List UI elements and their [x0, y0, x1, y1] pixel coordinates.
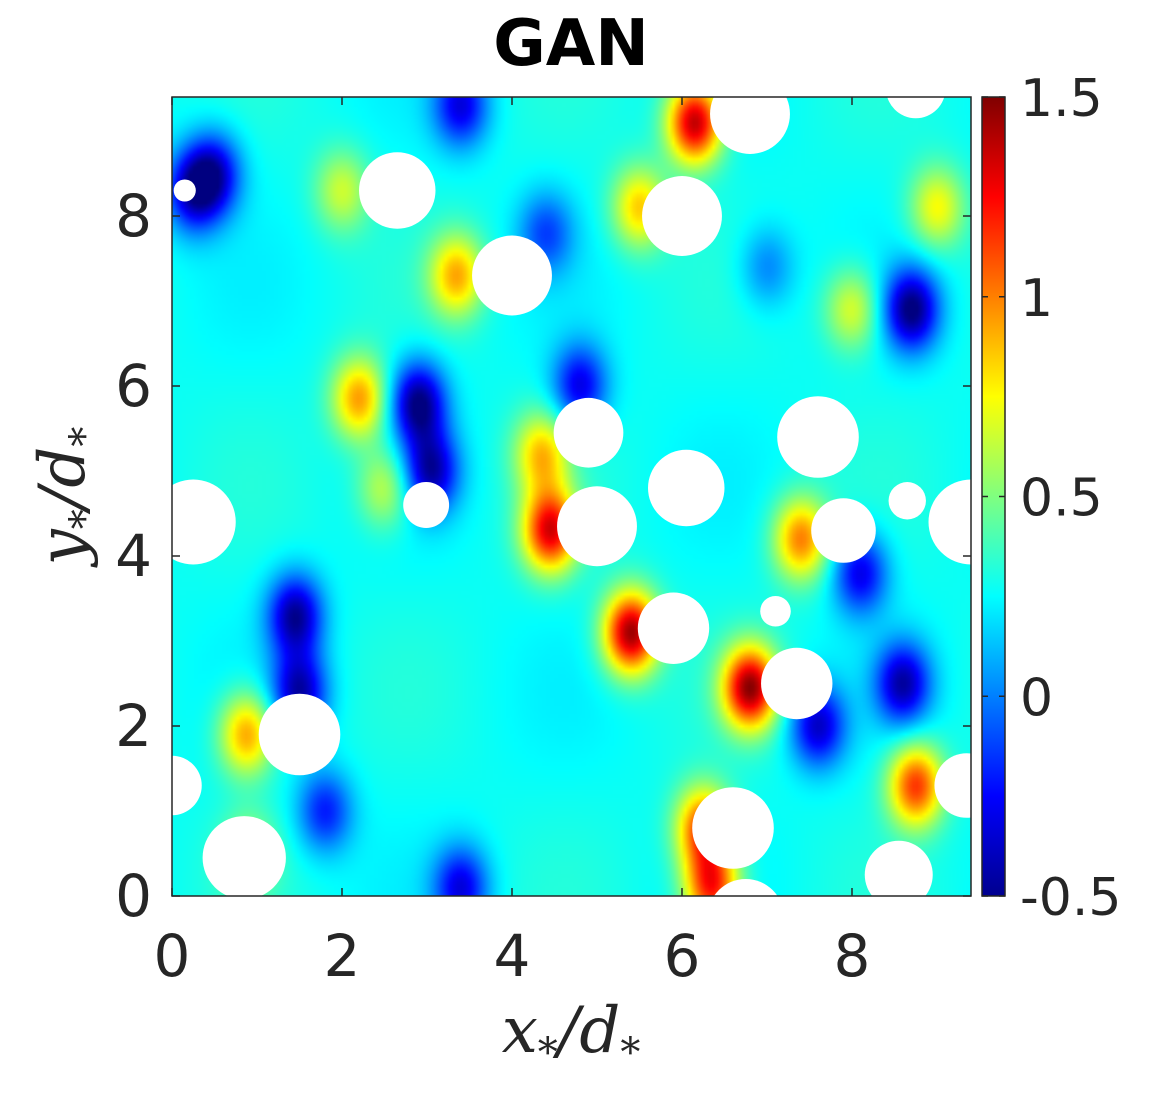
x-tick-label: 6	[664, 922, 701, 990]
particle-layer	[172, 97, 971, 896]
colorbar-tick-label: 0.5	[1020, 469, 1103, 529]
particle-14	[928, 479, 971, 565]
colorbar-tick-label: 1	[1020, 269, 1053, 329]
particle-9	[403, 482, 450, 528]
particle-21	[692, 787, 774, 869]
particle-7	[777, 396, 859, 478]
particle-0	[173, 179, 196, 202]
x-axis-label: x*/d*	[502, 994, 641, 1076]
particle-6	[553, 397, 624, 468]
x-tick-label: 2	[324, 922, 361, 990]
colorbar-ticks: -0.5 0 0.5 1 1.5	[982, 69, 1121, 928]
y-tick-label: 6	[115, 352, 152, 420]
particle-1	[359, 152, 436, 229]
y-tick-label: 8	[115, 182, 152, 250]
colorbar-tick-label: 1.5	[1020, 69, 1103, 129]
axis-ticks: 0 2 4 6 8 0 2 4 6 8	[115, 97, 971, 990]
x-tick-label: 4	[494, 922, 531, 990]
particle-23	[864, 840, 933, 896]
particle-20	[934, 753, 971, 818]
plot-frame	[171, 96, 972, 897]
colorbar-tick-label: -0.5	[1020, 868, 1121, 928]
particle-15	[760, 595, 791, 627]
particle-12	[811, 498, 876, 563]
particle-13	[888, 482, 926, 520]
y-tick-label: 4	[115, 522, 152, 590]
particle-3	[642, 176, 722, 256]
chart-title: GAN	[493, 7, 649, 81]
particle-22	[202, 816, 286, 896]
particle-5	[887, 97, 945, 119]
y-axis-label: y*/d*	[26, 427, 108, 569]
particle-18	[258, 693, 341, 776]
particle-17	[761, 647, 833, 720]
particle-2	[472, 235, 552, 316]
particle-16	[637, 592, 710, 664]
particle-24	[713, 879, 778, 896]
x-tick-label: 0	[154, 922, 191, 990]
particle-8	[648, 449, 725, 527]
colorbar-tick-label: 0	[1020, 668, 1053, 728]
particle-19	[172, 755, 202, 816]
y-tick-label: 0	[115, 862, 152, 930]
y-tick-label: 2	[115, 692, 152, 760]
particle-11	[557, 486, 637, 567]
x-tick-label: 8	[834, 922, 871, 990]
particle-4	[710, 97, 790, 154]
particle-10	[172, 479, 236, 565]
